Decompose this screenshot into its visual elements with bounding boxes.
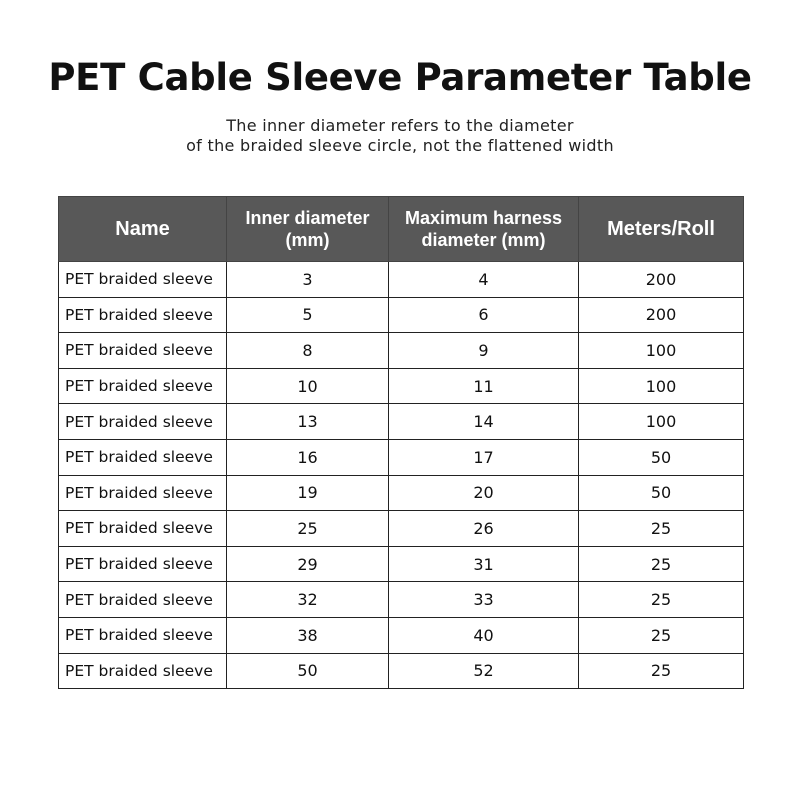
- table-row: PET braided sleeve 50 52 25: [58, 652, 744, 690]
- cell-inner-diameter: 19: [226, 474, 389, 512]
- cell-name: PET braided sleeve: [58, 367, 227, 405]
- cell-inner-diameter: 50: [226, 652, 389, 690]
- cell-name: PET braided sleeve: [58, 510, 227, 547]
- cell-meters-roll: 50: [578, 438, 744, 476]
- cell-meters-roll: 100: [578, 367, 744, 405]
- cell-name: PET braided sleeve: [58, 581, 227, 618]
- cell-meters-roll: 200: [578, 261, 744, 298]
- cell-inner-diameter: 16: [226, 438, 389, 476]
- header-name: Name: [58, 196, 227, 262]
- cell-max-harness-diameter: 4: [388, 261, 579, 298]
- subtitle-line: The inner diameter refers to the diamete…: [226, 116, 574, 135]
- cell-meters-roll: 50: [578, 474, 744, 512]
- table-row: PET braided sleeve 29 31 25: [58, 545, 744, 583]
- cell-name: PET braided sleeve: [58, 652, 227, 690]
- cell-inner-diameter: 5: [226, 296, 389, 334]
- subtitle: The inner diameter refers to the diamete…: [0, 116, 800, 156]
- table-row: PET braided sleeve 32 33 25: [58, 581, 744, 618]
- cell-meters-roll: 25: [578, 545, 744, 583]
- cell-max-harness-diameter: 11: [388, 367, 579, 405]
- header-meters-roll: Meters/Roll: [578, 196, 744, 262]
- cell-name: PET braided sleeve: [58, 403, 227, 440]
- subtitle-line: of the braided sleeve circle, not the fl…: [186, 136, 614, 155]
- cell-meters-roll: 25: [578, 652, 744, 690]
- cell-inner-diameter: 13: [226, 403, 389, 440]
- header-inner-diameter: Inner diameter (mm): [226, 196, 389, 262]
- table-row: PET braided sleeve 16 17 50: [58, 438, 744, 476]
- cell-max-harness-diameter: 31: [388, 545, 579, 583]
- cell-max-harness-diameter: 33: [388, 581, 579, 618]
- cell-max-harness-diameter: 9: [388, 332, 579, 369]
- table-row: PET braided sleeve 5 6 200: [58, 296, 744, 334]
- cell-name: PET braided sleeve: [58, 545, 227, 583]
- cell-max-harness-diameter: 40: [388, 616, 579, 654]
- cell-inner-diameter: 25: [226, 510, 389, 547]
- cell-name: PET braided sleeve: [58, 332, 227, 369]
- cell-meters-roll: 25: [578, 616, 744, 654]
- table-row: PET braided sleeve 8 9 100: [58, 332, 744, 369]
- cell-meters-roll: 200: [578, 296, 744, 334]
- cell-meters-roll: 25: [578, 581, 744, 618]
- table-row: PET braided sleeve 10 11 100: [58, 367, 744, 405]
- cell-inner-diameter: 29: [226, 545, 389, 583]
- cell-max-harness-diameter: 20: [388, 474, 579, 512]
- cell-name: PET braided sleeve: [58, 616, 227, 654]
- cell-inner-diameter: 38: [226, 616, 389, 654]
- table-row: PET braided sleeve 25 26 25: [58, 510, 744, 547]
- cell-name: PET braided sleeve: [58, 261, 227, 298]
- cell-inner-diameter: 3: [226, 261, 389, 298]
- cell-max-harness-diameter: 17: [388, 438, 579, 476]
- cell-max-harness-diameter: 52: [388, 652, 579, 690]
- cell-max-harness-diameter: 14: [388, 403, 579, 440]
- cell-meters-roll: 100: [578, 403, 744, 440]
- cell-meters-roll: 25: [578, 510, 744, 547]
- cell-inner-diameter: 32: [226, 581, 389, 618]
- cell-inner-diameter: 10: [226, 367, 389, 405]
- cell-max-harness-diameter: 26: [388, 510, 579, 547]
- header-row: Name Inner diameter (mm) Maximum harness…: [58, 196, 744, 262]
- cell-inner-diameter: 8: [226, 332, 389, 369]
- table-row: PET braided sleeve 38 40 25: [58, 616, 744, 654]
- cell-meters-roll: 100: [578, 332, 744, 369]
- header-max-harness-diameter: Maximum harness diameter (mm): [388, 196, 579, 262]
- page-title: PET Cable Sleeve Parameter Table: [48, 56, 752, 99]
- cell-name: PET braided sleeve: [58, 438, 227, 476]
- table-row: PET braided sleeve 13 14 100: [58, 403, 744, 440]
- table-row: PET braided sleeve 3 4 200: [58, 261, 744, 298]
- cell-name: PET braided sleeve: [58, 296, 227, 334]
- parameter-table: Name Inner diameter (mm) Maximum harness…: [58, 196, 744, 690]
- cell-name: PET braided sleeve: [58, 474, 227, 512]
- cell-max-harness-diameter: 6: [388, 296, 579, 334]
- table-row: PET braided sleeve 19 20 50: [58, 474, 744, 512]
